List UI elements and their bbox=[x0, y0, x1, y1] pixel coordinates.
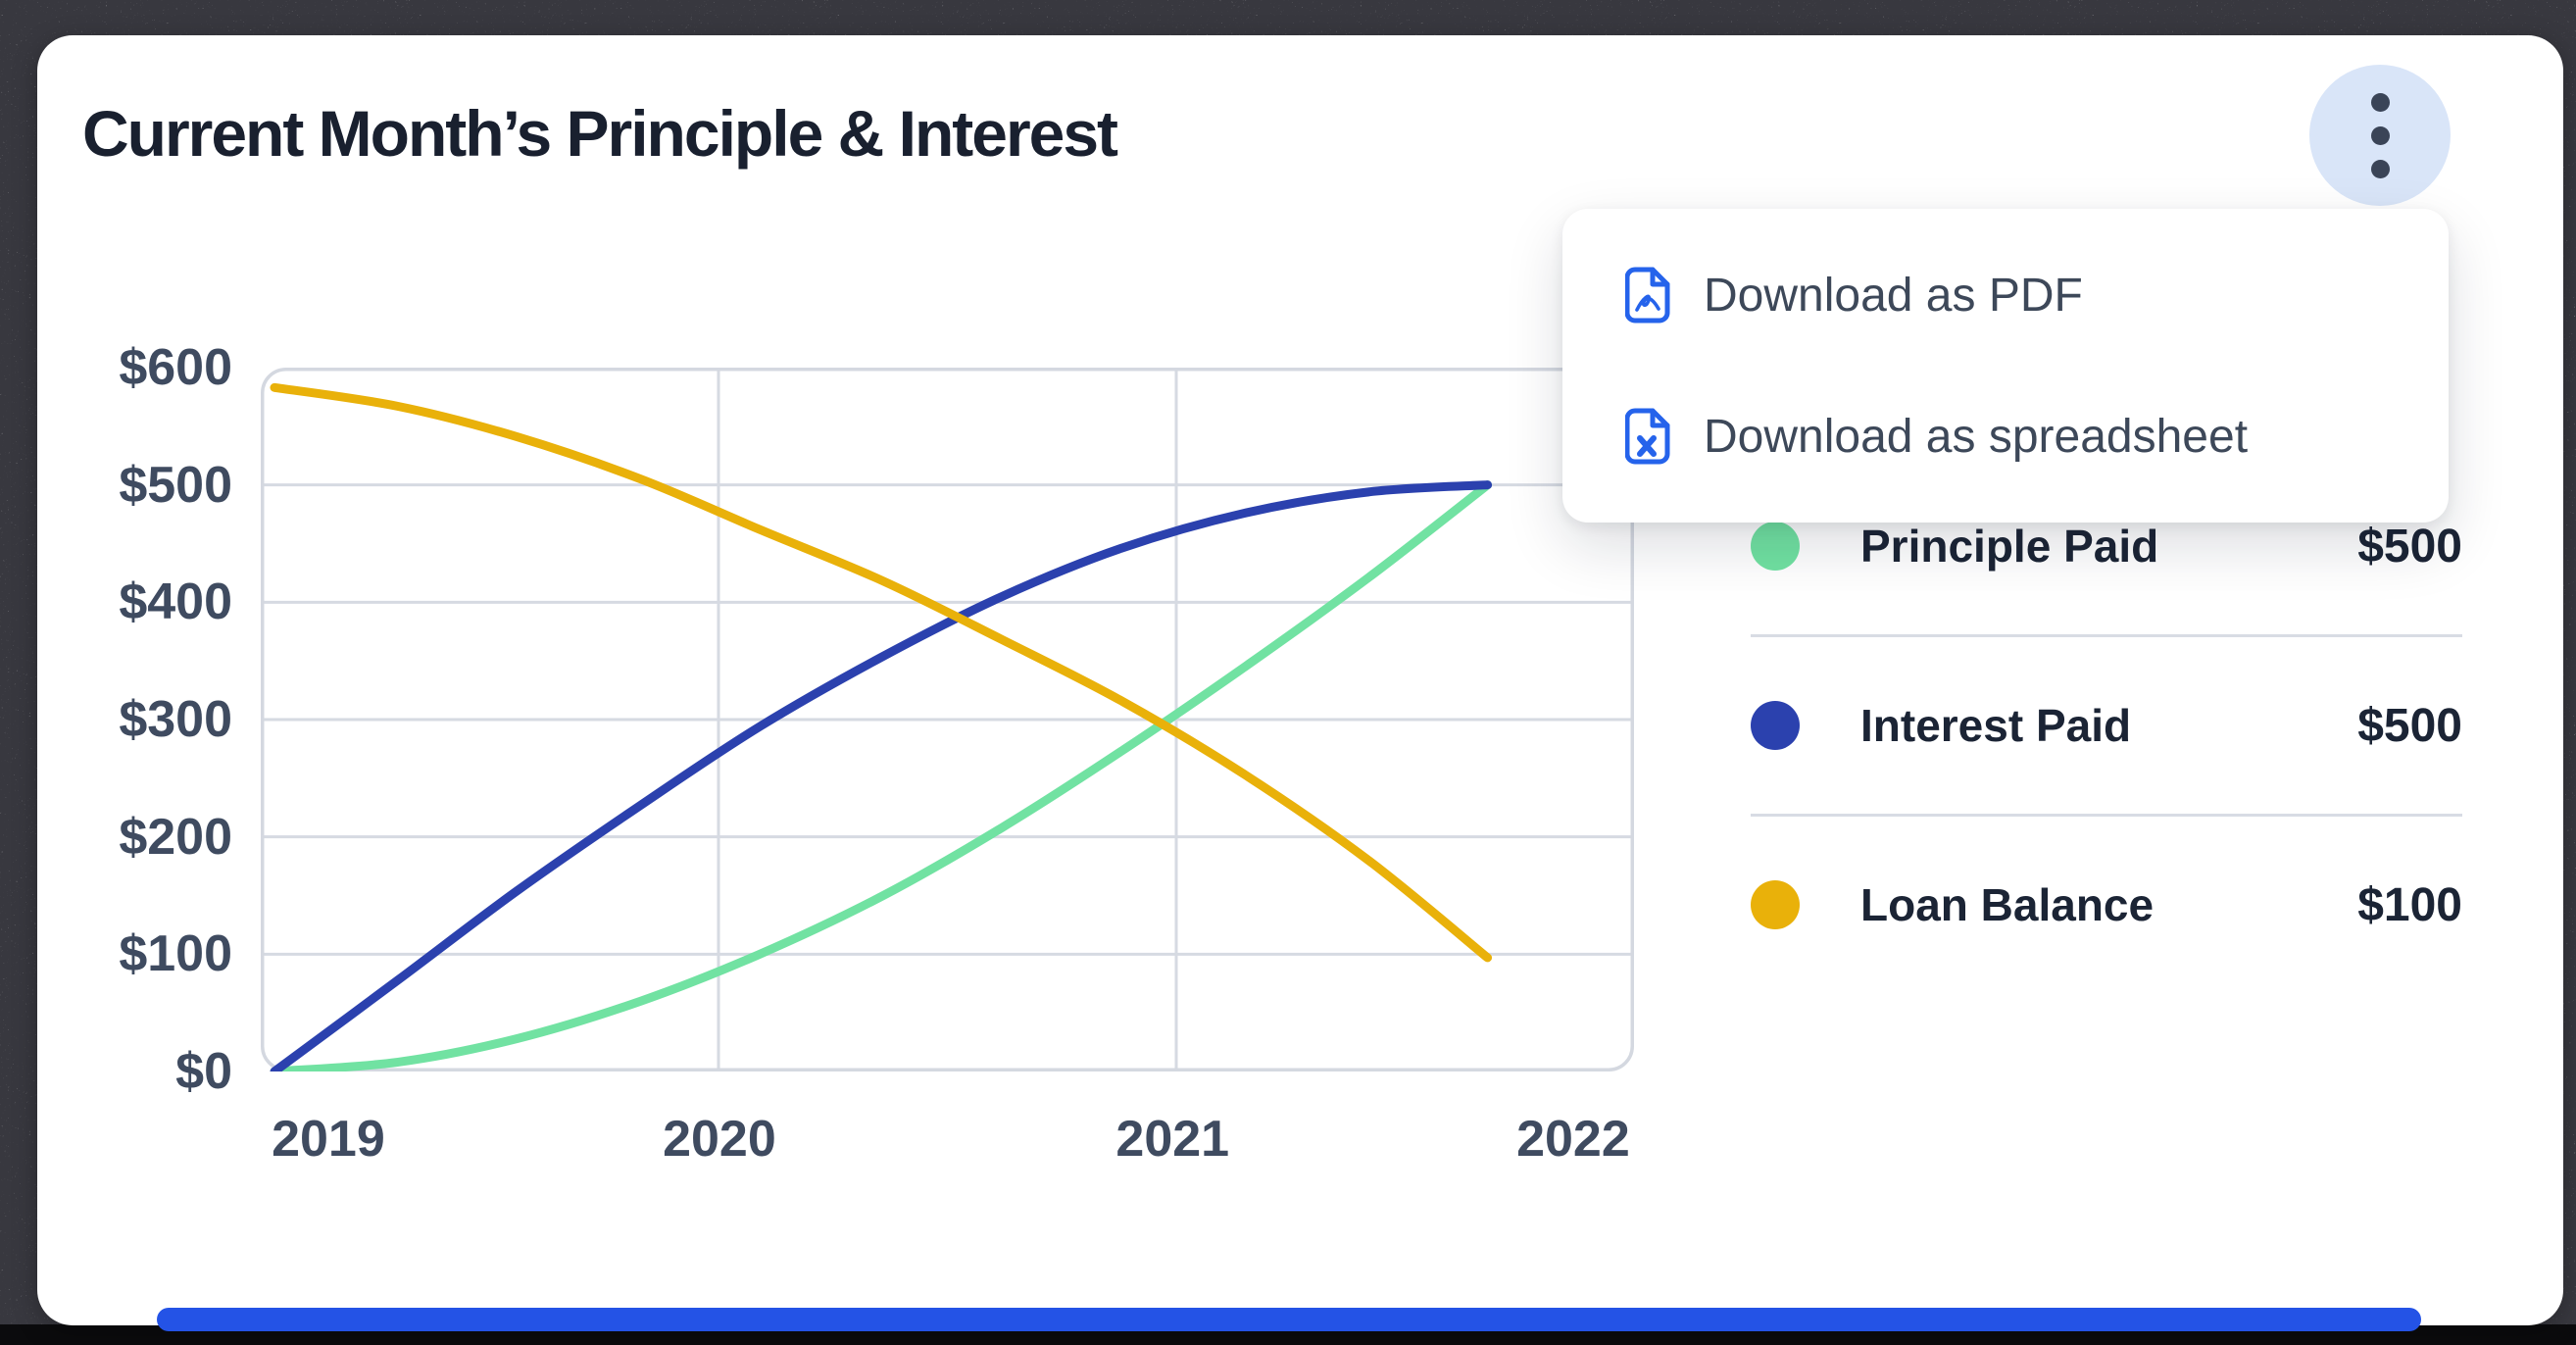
x-tick-label: 2022 bbox=[1516, 1111, 1630, 1168]
y-tick-label: $500 bbox=[119, 456, 232, 514]
menu-item-label: Download as spreadsheet bbox=[1704, 410, 2249, 463]
legend-divider bbox=[1751, 634, 2462, 637]
y-tick-label: $0 bbox=[175, 1043, 232, 1100]
x-tick-label: 2021 bbox=[1115, 1111, 1230, 1168]
series-line-loan-balance bbox=[270, 382, 1493, 963]
y-tick-label: $400 bbox=[119, 573, 232, 631]
menu-item-label: Download as PDF bbox=[1704, 269, 2083, 322]
menu-item-download-as-pdf[interactable]: Download as PDF bbox=[1562, 224, 2449, 366]
legend-color-dot bbox=[1751, 522, 1800, 571]
legend-color-dot bbox=[1751, 880, 1800, 929]
legend-row: Loan Balance $100 bbox=[1751, 817, 2462, 993]
legend-value: $500 bbox=[2357, 699, 2462, 752]
pdf-file-icon bbox=[1625, 267, 1670, 324]
x-tick-label: 2020 bbox=[663, 1111, 776, 1168]
line-chart-plot bbox=[261, 368, 1634, 1076]
chart-legend: Principle Paid $500 Interest Paid $500 Loan … bbox=[1751, 458, 2462, 993]
spreadsheet-file-icon bbox=[1625, 408, 1670, 465]
legend-divider bbox=[1751, 814, 2462, 817]
series-line-principle-paid bbox=[270, 480, 1493, 1076]
chart-card: Current Month’s Principle & Interest $0 $… bbox=[37, 35, 2563, 1325]
legend-label: Loan Balance bbox=[1860, 879, 2155, 930]
more-options-button[interactable] bbox=[2309, 65, 2451, 206]
legend-label: Interest Paid bbox=[1860, 700, 2132, 751]
bottom-accent-bar bbox=[157, 1308, 2421, 1331]
series-line-interest-paid bbox=[270, 480, 1493, 1076]
legend-color-dot bbox=[1751, 701, 1800, 750]
legend-value: $100 bbox=[2357, 878, 2462, 931]
page-title: Current Month’s Principle & Interest bbox=[82, 97, 1118, 170]
y-tick-label: $600 bbox=[119, 339, 232, 396]
legend-label: Principle Paid bbox=[1860, 521, 2159, 572]
legend-row: Interest Paid $500 bbox=[1751, 637, 2462, 814]
menu-item-download-as-spreadsheet[interactable]: Download as spreadsheet bbox=[1562, 366, 2449, 507]
legend-value: $500 bbox=[2357, 520, 2462, 573]
y-tick-label: $100 bbox=[119, 925, 232, 983]
x-tick-label: 2019 bbox=[272, 1111, 385, 1168]
legend-row: Principle Paid $500 bbox=[1751, 458, 2462, 634]
y-tick-label: $300 bbox=[119, 691, 232, 748]
y-tick-label: $200 bbox=[119, 808, 232, 866]
download-menu: Download as PDF Download as spreadsheet bbox=[1562, 209, 2449, 523]
kebab-menu-icon bbox=[2370, 92, 2390, 178]
